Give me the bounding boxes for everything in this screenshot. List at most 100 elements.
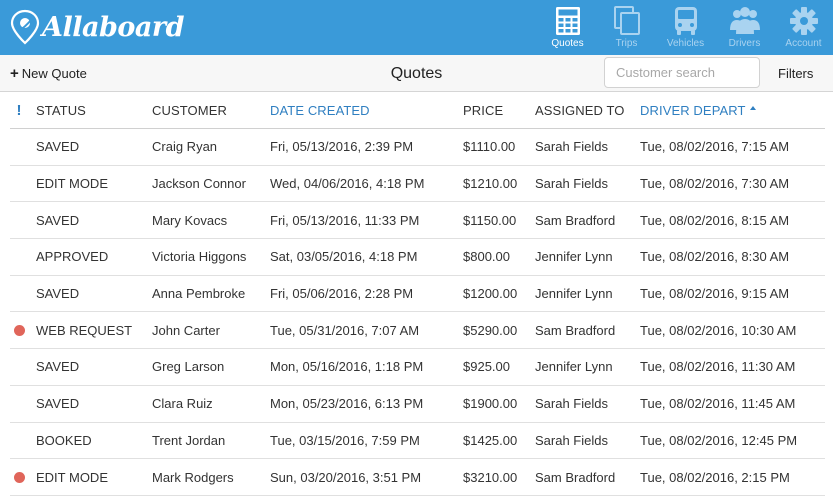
- cell-date-created: Tue, 05/31/2016, 7:07 AM: [270, 322, 420, 338]
- table-row[interactable]: EDIT MODE Jackson Connor Wed, 04/06/2016, …: [10, 166, 825, 203]
- nav-label: Trips: [615, 38, 638, 49]
- cell-assigned-to: Jennifer Lynn: [535, 359, 613, 375]
- cell-customer: John Carter: [152, 322, 220, 338]
- exclamation-icon: !: [16, 101, 22, 119]
- column-header-status[interactable]: STATUS: [36, 102, 86, 118]
- cell-assigned-to: Jennifer Lynn: [535, 249, 613, 265]
- cell-date-created: Wed, 04/06/2016, 4:18 PM: [270, 176, 425, 192]
- cell-driver-depart: Tue, 08/02/2016, 11:30 AM: [640, 359, 796, 375]
- cell-customer: Trent Jordan: [152, 432, 226, 448]
- cell-status: APPROVED: [36, 249, 109, 265]
- filters-button[interactable]: Filters: [778, 66, 814, 81]
- cell-date-created: Fri, 05/13/2016, 11:33 PM: [270, 212, 420, 228]
- table-header-row: ! STATUS CUSTOMER DATE CREATED PRICE ASS…: [10, 92, 825, 129]
- nav-item-account[interactable]: Account: [774, 0, 833, 55]
- row-flag: [12, 202, 26, 238]
- app-logo[interactable]: Allaboard: [10, 8, 184, 46]
- cell-assigned-to: Sarah Fields: [535, 396, 608, 412]
- column-header-price[interactable]: PRICE: [463, 102, 504, 118]
- cell-price: $1425.00: [463, 432, 518, 448]
- column-header-customer[interactable]: CUSTOMER: [152, 102, 227, 118]
- cell-status: SAVED: [36, 286, 80, 302]
- table-row[interactable]: EDIT MODE Mark Rodgers Sun, 03/20/2016, 3:…: [10, 459, 825, 496]
- nav-item-vehicles[interactable]: Vehicles: [656, 0, 715, 55]
- cell-date-created: Mon, 05/23/2016, 6:13 PM: [270, 396, 424, 412]
- table-row[interactable]: WEB REQUEST John Carter Tue, 05/31/2016, 7…: [10, 312, 825, 350]
- users-icon: [729, 7, 760, 34]
- nav-item-quotes[interactable]: Quotes: [538, 0, 597, 55]
- table-row[interactable]: BOOKED Trent Jordan Tue, 03/15/2016, 7:59 …: [10, 423, 825, 460]
- customer-search-input[interactable]: [604, 57, 760, 88]
- cell-customer: Craig Ryan: [152, 139, 218, 155]
- table-row[interactable]: SAVED Clara Ruiz Mon, 05/23/2016, 6:13 PM $…: [10, 386, 825, 423]
- column-header-flag[interactable]: !: [12, 92, 26, 128]
- plus-icon: +: [10, 65, 19, 82]
- cell-status: SAVED: [36, 212, 80, 228]
- nav-label: Quotes: [551, 38, 584, 49]
- cell-status: WEB REQUEST: [36, 322, 133, 338]
- column-header-driver-depart-label: DRIVER DEPART: [640, 102, 746, 118]
- cell-driver-depart: Tue, 08/02/2016, 12:45 PM: [640, 432, 798, 448]
- cell-customer: Mary Kovacs: [152, 212, 228, 228]
- cell-status: SAVED: [36, 139, 80, 155]
- column-header-date-created[interactable]: DATE CREATED: [270, 102, 370, 118]
- cell-price: $1900.00: [463, 396, 518, 412]
- table-row[interactable]: SAVED Anna Pembroke Fri, 05/06/2016, 2:28 …: [10, 276, 825, 313]
- cell-driver-depart: Tue, 08/02/2016, 2:15 PM: [640, 469, 790, 485]
- row-flag: [12, 386, 26, 422]
- alert-dot-icon: [13, 471, 25, 483]
- cell-driver-depart: Tue, 08/02/2016, 11:45 AM: [640, 396, 796, 412]
- cell-date-created: Fri, 05/06/2016, 2:28 PM: [270, 286, 414, 302]
- new-quote-button[interactable]: + New Quote: [10, 55, 87, 92]
- cell-assigned-to: Sam Bradford: [535, 322, 616, 338]
- toolbar: + New Quote Quotes Filters: [0, 55, 833, 92]
- app-name: Allaboard: [42, 11, 184, 43]
- column-header-driver-depart[interactable]: DRIVER DEPART: [640, 92, 756, 128]
- cell-price: $3210.00: [463, 469, 518, 485]
- map-pin-logo-icon: [10, 9, 40, 45]
- bus-icon: [674, 7, 697, 35]
- cell-assigned-to: Jennifer Lynn: [535, 286, 613, 302]
- table-row[interactable]: SAVED Greg Larson Mon, 05/16/2016, 1:18 PM…: [10, 349, 825, 386]
- nav-label: Account: [785, 38, 822, 49]
- cell-driver-depart: Tue, 08/02/2016, 9:15 AM: [640, 286, 790, 302]
- cell-status: SAVED: [36, 359, 80, 375]
- cell-price: $1200.00: [463, 286, 518, 302]
- row-flag: [12, 276, 26, 312]
- cell-customer: Clara Ruiz: [152, 396, 213, 412]
- row-flag: [12, 312, 26, 348]
- cell-driver-depart: Tue, 08/02/2016, 10:30 AM: [640, 322, 797, 338]
- nav-item-drivers[interactable]: Drivers: [715, 0, 774, 55]
- cell-customer: Victoria Higgons: [152, 249, 247, 265]
- cell-assigned-to: Sarah Fields: [535, 139, 608, 155]
- column-header-assigned-to[interactable]: ASSIGNED TO: [535, 102, 625, 118]
- calculator-icon: [555, 7, 580, 35]
- table-row[interactable]: APPROVED Victoria Higgons Sat, 03/05/2016,…: [10, 239, 825, 276]
- cell-customer: Mark Rodgers: [152, 469, 234, 485]
- sort-ascending-caret-icon: [749, 106, 756, 110]
- cell-price: $800.00: [463, 249, 510, 265]
- nav-label: Vehicles: [666, 38, 705, 49]
- cell-date-created: Fri, 05/13/2016, 2:39 PM: [270, 139, 414, 155]
- cell-driver-depart: Tue, 08/02/2016, 7:15 AM: [640, 139, 790, 155]
- row-flag: [12, 129, 26, 165]
- cell-customer: Greg Larson: [152, 359, 225, 375]
- nav-label: Drivers: [728, 38, 761, 49]
- table-row[interactable]: SAVED Craig Ryan Fri, 05/13/2016, 2:39 PM $…: [10, 129, 825, 166]
- quotes-table: ! STATUS CUSTOMER DATE CREATED PRICE ASS…: [0, 92, 833, 496]
- row-flag: [12, 423, 26, 459]
- nav-item-trips[interactable]: Trips: [597, 0, 656, 55]
- cell-assigned-to: Sam Bradford: [535, 212, 616, 228]
- table-row[interactable]: SAVED Mary Kovacs Fri, 05/13/2016, 11:33 P…: [10, 202, 825, 240]
- cell-price: $1210.00: [463, 176, 518, 192]
- gear-icon: [789, 7, 818, 35]
- cell-assigned-to: Sarah Fields: [535, 432, 608, 448]
- cell-customer: Anna Pembroke: [152, 286, 246, 302]
- alert-dot-icon: [13, 324, 25, 336]
- cell-driver-depart: Tue, 08/02/2016, 7:30 AM: [640, 176, 790, 192]
- cell-status: SAVED: [36, 396, 80, 412]
- cell-price: $925.00: [463, 359, 510, 375]
- cell-date-created: Tue, 03/15/2016, 7:59 PM: [270, 432, 420, 448]
- top-bar: Allaboard Quotes Trips: [0, 0, 833, 55]
- cell-price: $1110.00: [463, 139, 516, 155]
